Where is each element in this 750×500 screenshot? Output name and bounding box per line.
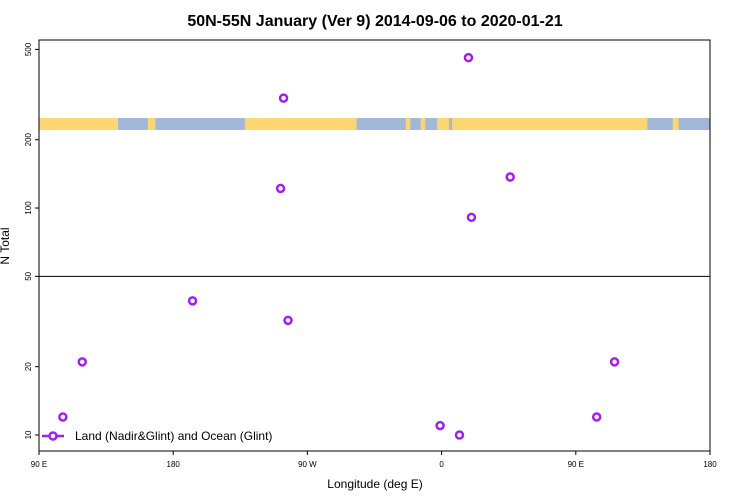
x-tick-label: 180 [703,460,717,469]
data-point [283,315,293,326]
x-tick-label: 0 [439,460,444,469]
legend: Land (Nadir&Glint) and Ocean (Glint) [42,429,272,443]
legend-marker [48,431,58,441]
x-tick-label: 90 E [31,460,47,469]
y-tick-label: 50 [24,271,33,280]
x-tick-label: 90 E [568,460,584,469]
data-points [58,52,620,440]
data-point [463,52,474,63]
land-segment [147,118,156,130]
plot-frame [38,39,711,452]
data-point [77,357,87,367]
y-tick-label: 100 [24,201,33,215]
y-axis-ticks: 10 20 50 100 200 500 [24,42,39,439]
data-point [454,430,465,440]
y-axis-label: N Total [0,227,12,264]
land-segment [452,118,648,130]
data-point [435,420,445,431]
land-segment [420,118,426,130]
data-point [278,93,289,103]
land-segment [39,118,119,130]
land-segment [437,118,450,130]
data-point [275,183,286,194]
y-tick-label: 500 [24,42,33,56]
data-point [187,296,198,306]
land-segment [405,118,411,130]
x-tick-label: 90 W [298,460,317,469]
y-tick-label: 200 [24,132,33,146]
data-point [591,412,602,422]
land-ocean-strip [39,118,710,130]
data-point [505,172,515,182]
y-tick-label: 10 [24,430,33,439]
x-axis-label: Longitude (deg E) [327,477,422,491]
x-axis-ticks: 90 E 180 90 W 0 90 E 180 [31,451,717,469]
x-tick-label: 180 [167,460,181,469]
land-segment [672,118,679,130]
data-point [609,357,620,367]
data-point [466,212,477,223]
legend-label: Land (Nadir&Glint) and Ocean (Glint) [75,429,272,443]
chart-title: 50N-55N January (Ver 9) 2014-09-06 to 20… [187,13,562,30]
data-point [58,412,68,422]
y-tick-label: 20 [24,362,33,371]
land-segment [244,118,357,130]
